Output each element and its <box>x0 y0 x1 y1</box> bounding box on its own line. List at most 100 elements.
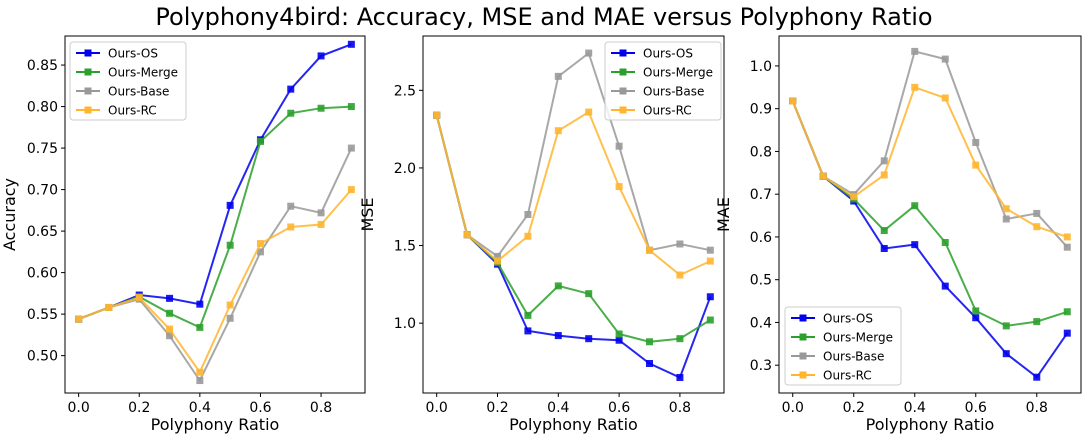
data-point <box>789 97 797 105</box>
series-ours-merge <box>75 103 355 331</box>
y-tick-label: 0.6 <box>750 230 772 246</box>
y-tick-label: 0.85 <box>27 58 58 74</box>
series-line <box>435 114 711 343</box>
data-point <box>1002 350 1010 358</box>
axes-frame <box>778 35 1082 394</box>
data-point <box>911 202 919 210</box>
data-point <box>347 144 355 152</box>
series-ours-base <box>75 144 355 385</box>
data-point <box>1063 329 1071 337</box>
data-point <box>615 336 623 344</box>
data-point <box>941 94 949 102</box>
legend: Ours-OS Ours-Merge Ours-Base Ours-RC <box>604 41 722 121</box>
legend-label: Ours-Merge <box>108 66 178 80</box>
legend-box <box>784 306 902 386</box>
data-point <box>615 183 623 191</box>
x-tick-label: 0.8 <box>1026 400 1048 416</box>
data-point <box>911 83 919 91</box>
legend-box <box>604 41 722 121</box>
y-tick-label: 0.5 <box>750 273 772 289</box>
data-point <box>972 161 980 169</box>
data-point <box>196 368 204 376</box>
y-tick-label: 0.3 <box>750 358 772 374</box>
legend-marker <box>799 371 807 379</box>
data-point <box>911 47 919 55</box>
series-ours-base <box>789 47 1071 251</box>
data-point <box>135 294 143 302</box>
data-point <box>941 239 949 247</box>
data-point <box>75 315 83 323</box>
y-tick-label: 0.55 <box>27 307 58 323</box>
series-line <box>435 110 711 277</box>
data-point <box>166 325 174 333</box>
data-point <box>1002 215 1010 223</box>
data-point <box>524 311 532 319</box>
data-point <box>1033 373 1041 381</box>
legend-marker <box>619 106 627 114</box>
legend-label: Ours-RC <box>108 104 157 118</box>
data-point <box>226 301 234 309</box>
legend-marker <box>799 314 807 322</box>
series-line <box>791 100 1068 327</box>
data-point <box>196 323 204 331</box>
data-point <box>524 327 532 335</box>
data-point <box>287 85 295 93</box>
data-point <box>317 104 325 112</box>
series-ours-merge <box>789 97 1071 330</box>
y-tick-label: 2.5 <box>394 83 416 99</box>
y-tick-label: 0.4 <box>750 315 772 331</box>
data-point <box>706 246 714 254</box>
data-point <box>1033 223 1041 231</box>
data-point <box>585 108 593 116</box>
legend-label: Ours-OS <box>643 47 693 61</box>
legend-label: Ours-Base <box>643 85 704 99</box>
y-tick-label: 0.65 <box>27 224 58 240</box>
legend-marker <box>84 68 92 76</box>
data-point <box>317 209 325 217</box>
data-point <box>880 171 888 179</box>
data-point <box>226 201 234 209</box>
chart-panel-1: 0.0 0.2 0.4 0.6 0.8 0.50 0.55 0.60 0.65 0.70 0.75 0… <box>0 35 366 434</box>
legend-label: Ours-RC <box>823 369 872 383</box>
data-point <box>317 220 325 228</box>
series-line <box>78 105 352 329</box>
data-point <box>880 157 888 165</box>
data-point <box>256 240 264 248</box>
y-tick-label: 2.0 <box>394 161 416 177</box>
data-point <box>226 241 234 249</box>
x-tick-label: 0.2 <box>486 400 508 416</box>
data-point <box>166 332 174 340</box>
data-point <box>196 300 204 308</box>
y-tick-label: 1.0 <box>394 316 416 332</box>
x-tick-label: 0.8 <box>310 400 332 416</box>
chart-panel-3: 0.0 0.2 0.4 0.6 0.8 0.3 0.4 0.5 0.6 0.7 0.8 0.9 1.0 P… <box>714 35 1082 434</box>
data-point <box>706 293 714 301</box>
data-point <box>972 314 980 322</box>
data-point <box>880 244 888 252</box>
data-point <box>256 248 264 256</box>
x-tick-label: 0.0 <box>426 400 448 416</box>
data-point <box>941 55 949 63</box>
x-tick-label: 0.0 <box>68 400 90 416</box>
y-axis-label: MSE <box>358 197 377 231</box>
x-tick-label: 0.4 <box>189 400 211 416</box>
data-point <box>615 330 623 338</box>
data-point <box>676 271 684 279</box>
data-point <box>941 282 949 290</box>
data-point <box>646 338 654 346</box>
data-point <box>287 223 295 231</box>
data-point <box>1063 243 1071 251</box>
data-point <box>615 142 623 150</box>
legend-marker <box>799 333 807 341</box>
data-point <box>554 282 562 290</box>
data-point <box>493 257 501 265</box>
series-line <box>78 147 353 383</box>
legend-label: Ours-Base <box>108 85 169 99</box>
y-tick-label: 0.60 <box>27 266 58 282</box>
series-ours-rc <box>75 186 355 376</box>
data-point <box>646 360 654 368</box>
legend-box <box>69 41 187 121</box>
y-tick-label: 0.70 <box>27 183 58 199</box>
series-ours-rc <box>433 108 714 279</box>
